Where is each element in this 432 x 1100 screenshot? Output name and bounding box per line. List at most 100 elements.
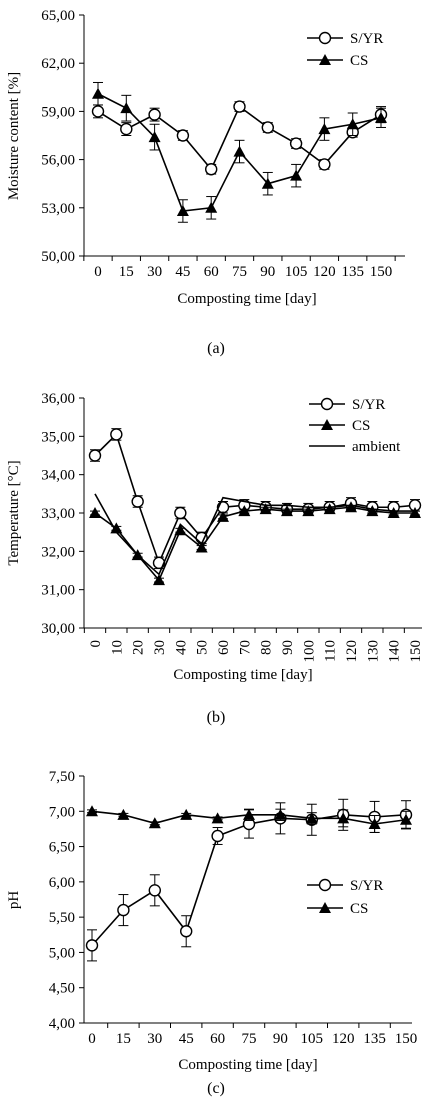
data-point-cs — [375, 111, 387, 123]
data-point-cs — [238, 505, 251, 517]
temperature-series — [88, 428, 422, 586]
y-tick-label: 62,00 — [41, 56, 75, 72]
data-point-cs — [337, 812, 350, 824]
ph-chart: 4,00 4,50 5,00 5,50 6,00 6,50 7,00 7,50 0 15 30 45… — [6, 769, 417, 1097]
x-tick-label: 75 — [242, 1031, 257, 1047]
moisture-chart: 50,00 53,00 56,00 59,00 62,00 65,00 0 15 30 45 60… — [6, 8, 405, 357]
legend-label-ambient: ambient — [352, 439, 401, 455]
legend-item-cs: CS — [307, 901, 368, 917]
ph-legend: S/YR CS — [307, 878, 383, 917]
data-point-cs — [176, 205, 189, 217]
legend-label-syr: S/YR — [352, 397, 385, 413]
data-point-cs — [217, 510, 229, 522]
x-tick-label: 150 — [370, 264, 393, 280]
data-point-s-yr — [233, 100, 246, 113]
y-tick-label: 59,00 — [41, 104, 75, 120]
x-tick-label: 0 — [88, 640, 104, 648]
data-point-cs — [387, 507, 400, 518]
y-tick-label: 36,00 — [41, 391, 75, 407]
temperature-chart: 30,00 31,00 32,00 33,00 34,00 35,00 36,00 0 10 2… — [6, 391, 424, 726]
data-point-cs — [259, 503, 272, 515]
data-point-cs — [110, 522, 123, 534]
data-point-cs — [323, 503, 336, 515]
moisture-series — [91, 81, 388, 223]
temperature-y-ticks: 30,00 31,00 32,00 33,00 34,00 35,00 36,00 — [41, 391, 84, 637]
x-tick-label: 130 — [365, 640, 381, 663]
x-tick-label: 120 — [332, 1031, 355, 1047]
x-tick-label: 60 — [210, 1031, 225, 1047]
x-tick-label: 135 — [341, 264, 364, 280]
series-cs — [92, 81, 387, 223]
x-tick-label: 70 — [237, 640, 253, 655]
y-tick-label: 30,00 — [41, 621, 75, 637]
data-point-cs — [243, 808, 255, 820]
data-point-cs — [409, 507, 421, 518]
data-point-cs — [120, 102, 133, 114]
x-tick-label: 0 — [94, 264, 102, 280]
x-tick-label: 20 — [131, 640, 147, 655]
data-point-s-yr — [110, 428, 123, 441]
data-point-cs — [305, 812, 318, 824]
legend-item-syr: S/YR — [307, 31, 383, 47]
x-tick-label: 30 — [147, 264, 162, 280]
temperature-x-ticks: 0 10 20 30 40 50 60 70 80 90 100 110 120 130 140 150 — [83, 628, 424, 663]
data-point-s-yr — [261, 121, 274, 134]
data-point-s-yr — [318, 158, 331, 171]
ph-y-ticks: 4,00 4,50 5,00 5,50 6,00 6,50 7,00 7,50 — [49, 769, 84, 1032]
legend-label-cs: CS — [350, 901, 368, 917]
ph-caption: (c) — [207, 1080, 225, 1097]
data-point-cs — [117, 808, 130, 820]
y-tick-label: 31,00 — [41, 583, 75, 599]
data-point-cs — [261, 177, 274, 189]
legend-label-syr: S/YR — [350, 878, 383, 894]
ph-x-ticks: 0 15 30 45 60 75 90 105 120 135 150 — [88, 1023, 417, 1047]
series-line-s-yr — [94, 432, 416, 566]
series-line-ambient — [94, 493, 415, 576]
data-point-s-yr — [120, 122, 133, 136]
x-tick-label: 105 — [301, 1031, 324, 1047]
series-line-cs — [94, 506, 415, 582]
x-tick-label: 135 — [363, 1031, 386, 1047]
data-point-s-yr — [91, 105, 105, 118]
moisture-y-ticks: 50,00 53,00 56,00 59,00 62,00 65,00 — [41, 8, 84, 265]
ph-series — [85, 798, 413, 962]
legend-item-cs: CS — [309, 418, 370, 434]
data-point-cs — [368, 817, 381, 829]
y-tick-label: 5,00 — [49, 945, 75, 961]
data-point-cs — [153, 574, 165, 586]
legend-item-cs: CS — [307, 53, 368, 69]
y-tick-label: 5,50 — [49, 910, 75, 926]
temperature-caption: (b) — [207, 709, 226, 726]
x-tick-label: 120 — [344, 640, 360, 663]
x-tick-label: 80 — [259, 640, 275, 655]
data-point-cs — [281, 505, 293, 517]
data-point-s-yr — [176, 129, 190, 142]
y-tick-label: 6,50 — [49, 840, 75, 856]
x-tick-label: 45 — [179, 1031, 194, 1047]
y-tick-label: 34,00 — [41, 468, 75, 484]
x-tick-label: 90 — [273, 1031, 288, 1047]
x-tick-label: 15 — [119, 264, 134, 280]
data-point-cs — [400, 813, 412, 825]
moisture-y-label: Moisture content [%] — [6, 72, 22, 200]
moisture-legend: S/YR CS — [307, 31, 383, 69]
x-tick-label: 45 — [175, 264, 190, 280]
data-point-s-yr — [174, 506, 187, 520]
data-point-cs — [302, 505, 315, 517]
data-point-cs — [366, 505, 379, 517]
data-point-cs — [86, 805, 98, 817]
data-point-cs — [148, 131, 161, 143]
x-tick-label: 90 — [260, 264, 275, 280]
temperature-y-label: Temperature [°C] — [6, 460, 22, 565]
y-tick-label: 33,00 — [41, 506, 75, 522]
data-point-s-yr — [211, 829, 224, 843]
data-point-cs — [205, 201, 218, 213]
moisture-caption: (a) — [207, 340, 225, 357]
y-tick-label: 7,00 — [49, 804, 75, 820]
data-point-s-yr — [88, 449, 102, 462]
series-cs — [89, 501, 421, 586]
data-point-cs — [195, 541, 208, 553]
data-point-cs — [345, 501, 357, 513]
y-tick-label: 7,50 — [49, 769, 75, 785]
